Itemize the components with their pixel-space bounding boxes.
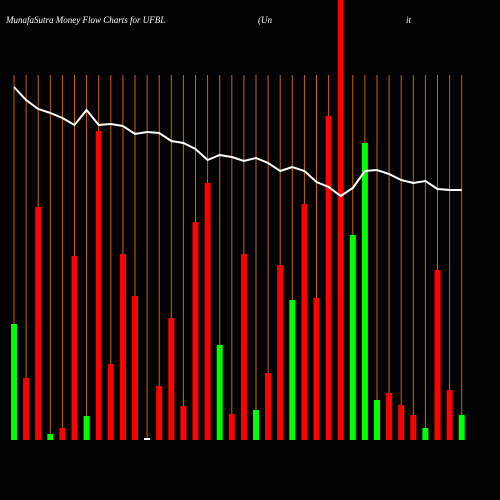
bar bbox=[374, 400, 380, 440]
bar bbox=[349, 235, 356, 440]
bar bbox=[119, 254, 126, 440]
bar bbox=[107, 364, 114, 440]
bar bbox=[289, 300, 296, 440]
bar bbox=[192, 222, 199, 440]
bar bbox=[398, 405, 405, 440]
bar bbox=[132, 296, 138, 440]
bar bbox=[434, 270, 441, 440]
bar bbox=[228, 414, 235, 440]
bar bbox=[144, 438, 151, 440]
bar bbox=[168, 318, 175, 440]
bar bbox=[180, 406, 187, 440]
bar bbox=[253, 410, 259, 440]
bar bbox=[204, 183, 211, 440]
bar bbox=[71, 256, 78, 440]
chart-title: MunafaSutra Money Flow Charts for UFBL bbox=[5, 15, 165, 25]
bar bbox=[23, 378, 30, 440]
bar bbox=[325, 116, 332, 440]
bar bbox=[313, 298, 320, 440]
bar bbox=[35, 207, 42, 440]
bar bbox=[458, 415, 465, 440]
bar bbox=[446, 390, 453, 440]
bar bbox=[59, 428, 66, 440]
bar bbox=[47, 434, 54, 440]
bar bbox=[240, 254, 247, 440]
bar bbox=[301, 204, 308, 440]
bar bbox=[422, 428, 429, 440]
bar bbox=[216, 345, 223, 440]
bar bbox=[337, 0, 344, 440]
bar bbox=[277, 265, 284, 440]
bar bbox=[410, 415, 417, 440]
price-line bbox=[13, 86, 462, 198]
bar bbox=[95, 131, 102, 440]
bar bbox=[11, 324, 17, 440]
chart-title-part: (Un bbox=[258, 15, 272, 25]
chart-title-part: it bbox=[406, 15, 412, 25]
bar bbox=[386, 393, 393, 440]
bar bbox=[83, 416, 90, 440]
bar bbox=[361, 143, 368, 440]
bar bbox=[265, 373, 272, 440]
bar bbox=[156, 386, 163, 440]
